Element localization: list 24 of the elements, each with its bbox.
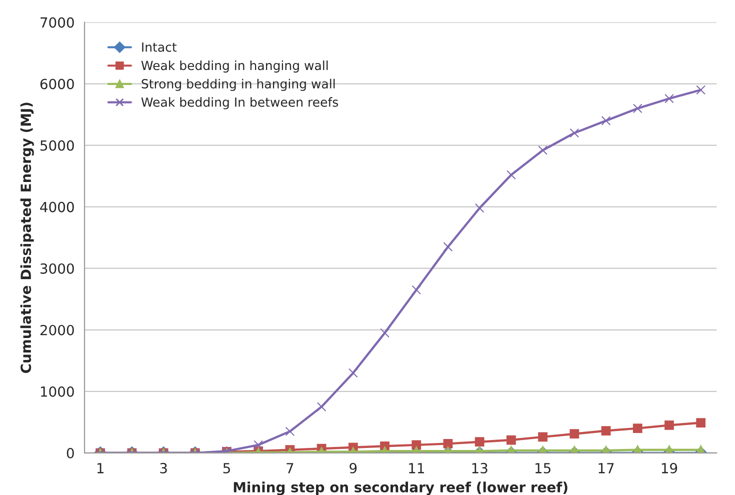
legend-label: Intact — [142, 42, 177, 52]
y-tick-label: 4000 — [40, 202, 74, 212]
y-axis-title: Cumulative Dissipated Energy (MJ) — [20, 102, 34, 373]
y-tick-label: 7000 — [40, 17, 74, 28]
y-tick-label: 6000 — [40, 78, 74, 90]
x-tick-label: 17 — [598, 463, 614, 474]
y-tick-label: 1000 — [40, 386, 74, 397]
y-tick-label: 0 — [66, 448, 74, 458]
x-tick-label: 11 — [409, 463, 424, 474]
x-tick-label: 1 — [97, 463, 104, 474]
x-axis-title: Mining step on secondary reef (lower reef) — [234, 482, 568, 495]
y-tick-label: 2000 — [40, 324, 74, 336]
x-tick-label: 7 — [286, 463, 294, 474]
y-tick-label: 5000 — [40, 140, 74, 151]
x-tick-label: 3 — [160, 462, 167, 474]
y-tick-label: 3000 — [40, 263, 74, 274]
x-tick-label: 13 — [472, 462, 488, 474]
x-tick-label: 9 — [350, 462, 357, 474]
legend-label: Strong bedding in hanging wall — [142, 78, 335, 91]
x-tick-label: 5 — [223, 463, 230, 474]
x-tick-label: 19 — [662, 462, 678, 474]
x-tick-label: 15 — [535, 463, 550, 474]
legend-label: Weak bedding in hanging wall — [141, 60, 328, 73]
legend-label: Weak bedding In between reefs — [141, 97, 338, 110]
